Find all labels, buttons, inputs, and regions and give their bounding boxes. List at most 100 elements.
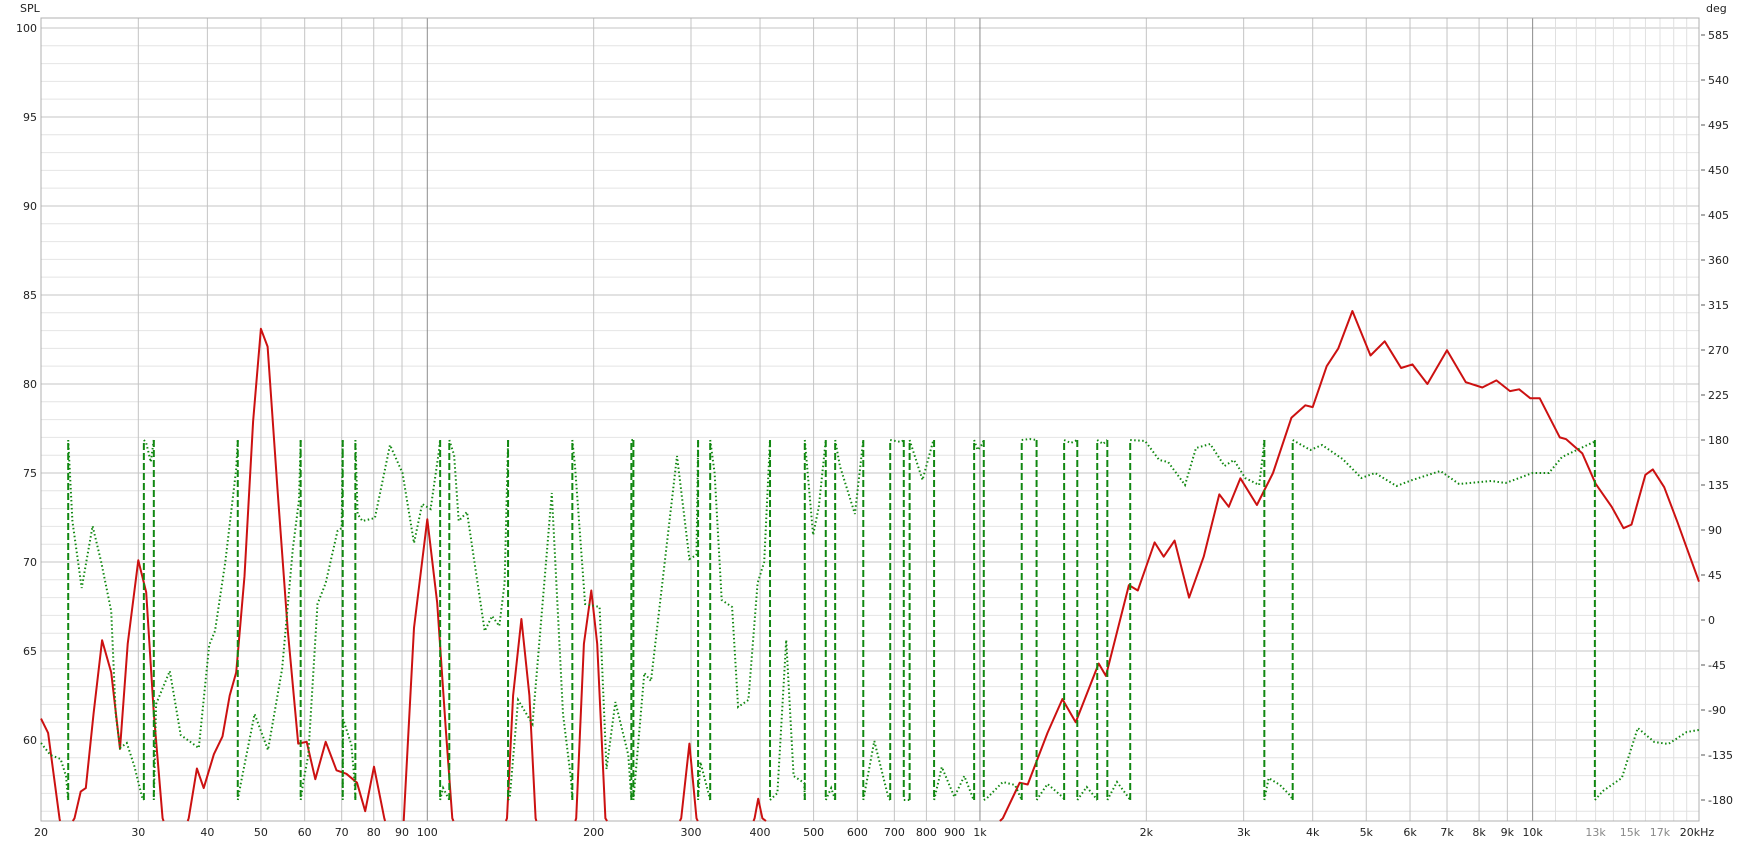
x-tick-label: 70 — [335, 826, 349, 839]
phase-line — [824, 785, 837, 801]
x-tick-label: 30 — [131, 826, 145, 839]
phase-line — [354, 439, 442, 544]
x-tick-label: 600 — [847, 826, 868, 839]
x-tick-label: 90 — [395, 826, 409, 839]
y-tick-label: 85 — [23, 289, 37, 302]
phase-line — [1063, 439, 1078, 445]
phase-line — [341, 718, 357, 801]
phase-line — [507, 492, 574, 801]
spl-series — [40, 310, 1700, 822]
x-tick-label: 13k — [1585, 826, 1606, 839]
y2-tick-label: 135 — [1708, 479, 1729, 492]
phase-line — [299, 439, 344, 801]
phase-line — [40, 742, 70, 801]
spl-line — [504, 618, 538, 822]
phase-line — [67, 439, 145, 801]
x-tick-label: 900 — [944, 826, 965, 839]
phase-line — [834, 439, 865, 515]
phase-line — [632, 439, 700, 801]
phase-line — [152, 439, 239, 801]
phase-line — [709, 439, 771, 709]
series-layer — [40, 310, 1700, 822]
phase-line — [1594, 726, 1700, 801]
spl-line — [574, 589, 608, 822]
phase-line — [697, 761, 712, 801]
y2-tick-label: 540 — [1708, 74, 1729, 87]
y2-tick-label: 405 — [1708, 209, 1729, 222]
y-tick-label: 60 — [23, 734, 37, 747]
spl-line — [752, 797, 767, 822]
phase-line — [448, 439, 510, 635]
phase-line — [933, 763, 975, 801]
y2-tick-label: -135 — [1708, 749, 1733, 762]
y2-tick-label: 360 — [1708, 254, 1729, 267]
x-tick-label: 7k — [1440, 826, 1454, 839]
plot-border — [40, 17, 1700, 822]
spl-line — [71, 559, 165, 822]
x-tick-label: 8k — [1472, 826, 1486, 839]
right-axis-title: deg — [1706, 2, 1727, 15]
x-tick-label: 200 — [583, 826, 604, 839]
x-tick-label: 40 — [200, 826, 214, 839]
y2-tick-label: 270 — [1708, 344, 1729, 357]
x-tick-label: 15k — [1620, 826, 1641, 839]
y2-tick-label: 450 — [1708, 164, 1729, 177]
phase-line — [1021, 437, 1037, 441]
x-tick-label: 400 — [750, 826, 771, 839]
x-tick-label: 5k — [1360, 826, 1374, 839]
y2-tick-label: 495 — [1708, 119, 1729, 132]
x-tick-label: 60 — [298, 826, 312, 839]
x-tick-label: 100 — [417, 826, 438, 839]
x-tick-label: 6k — [1403, 826, 1417, 839]
phase-line — [571, 439, 633, 801]
y-tick-label: 75 — [23, 467, 37, 480]
y2-tick-label: 225 — [1708, 389, 1729, 402]
phase-series — [40, 437, 1700, 801]
y2-tick-label: -45 — [1708, 659, 1726, 672]
phase-line — [769, 639, 806, 801]
phase-line — [973, 439, 985, 453]
phase-line — [1292, 439, 1596, 488]
spl-line — [402, 518, 455, 822]
x-tick-label: 80 — [367, 826, 381, 839]
phase-line — [1263, 776, 1294, 801]
axis-labels: 100 95 90 85 80 75 70 65 60 585 540 495 450 405 360 315… — [16, 22, 1733, 839]
phase-line — [862, 740, 891, 801]
spl-line — [678, 742, 699, 822]
spl-line — [999, 310, 1700, 822]
y-tick-label: 100 — [16, 22, 37, 35]
y2-tick-label: 315 — [1708, 299, 1729, 312]
y2-tick-label: 585 — [1708, 29, 1729, 42]
y2-tick-label: -180 — [1708, 794, 1733, 807]
y-tick-label: 80 — [23, 378, 37, 391]
phase-line — [983, 780, 1023, 801]
y-tick-label: 65 — [23, 645, 37, 658]
x-tick-label: 9k — [1501, 826, 1515, 839]
phase-line — [236, 439, 302, 801]
x-tick-label: 50 — [254, 826, 268, 839]
phase-line — [1096, 439, 1108, 446]
phase-line — [890, 439, 905, 444]
phase-line — [1130, 439, 1266, 488]
x-tick-label: 20 — [34, 826, 48, 839]
x-tick-label: 3k — [1237, 826, 1251, 839]
y2-tick-label: 0 — [1708, 614, 1715, 627]
spl-line — [40, 718, 61, 822]
phase-line — [143, 439, 155, 463]
x-tick-label: 4k — [1306, 826, 1320, 839]
y-tick-label: 70 — [23, 556, 37, 569]
x-tick-label: 17k — [1650, 826, 1671, 839]
x-tick-label: 800 — [916, 826, 937, 839]
x-tick-label: 2k — [1140, 826, 1154, 839]
y2-tick-label: 180 — [1708, 434, 1729, 447]
x-tick-label: 20kHz — [1680, 826, 1715, 839]
y-tick-label: 95 — [23, 111, 37, 124]
x-tick-label: 1k — [973, 826, 987, 839]
phase-line — [1035, 782, 1066, 801]
y-tick-label: 90 — [23, 200, 37, 213]
spl-line — [186, 327, 387, 822]
phase-line — [439, 785, 451, 801]
phase-line — [908, 439, 935, 484]
x-tick-label: 500 — [803, 826, 824, 839]
